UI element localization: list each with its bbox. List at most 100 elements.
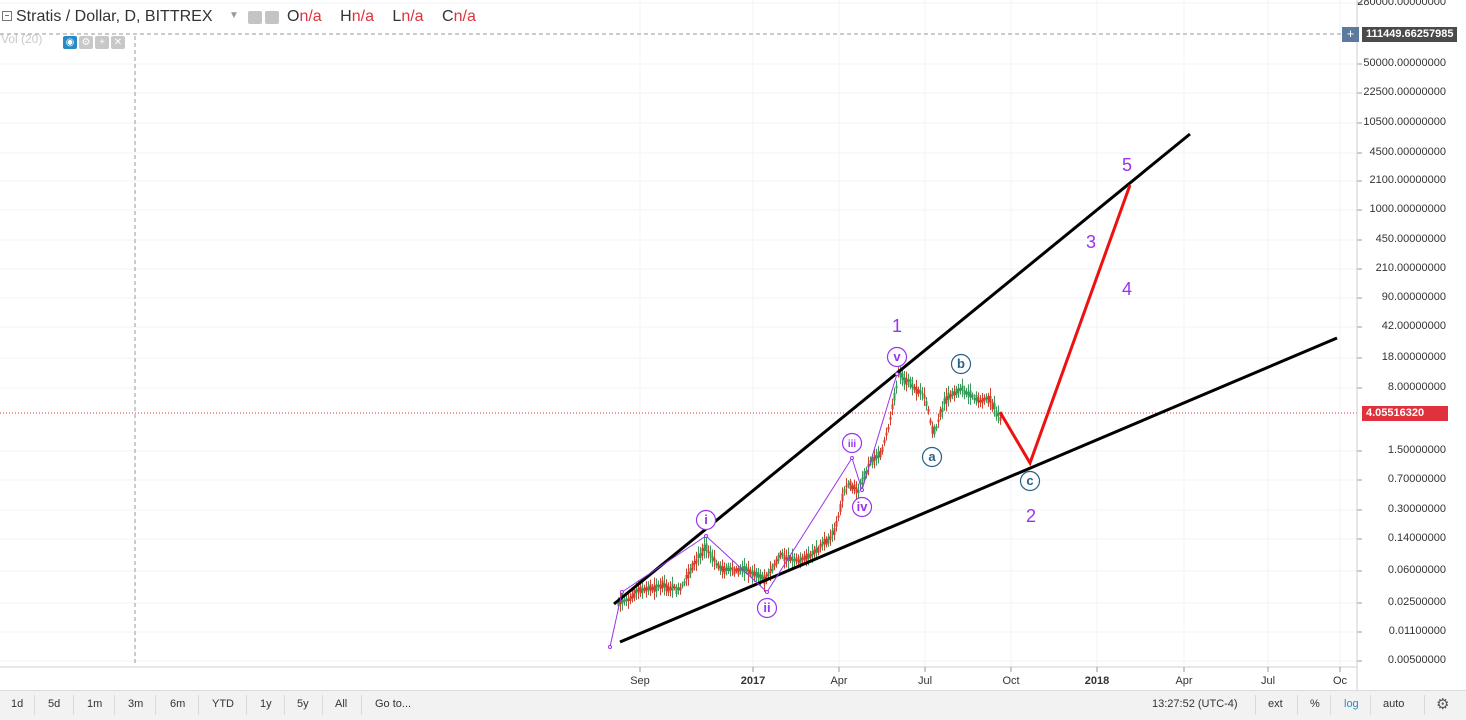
candle-body	[699, 553, 702, 559]
percent-toggle[interactable]: %	[1310, 698, 1320, 710]
candle-body	[789, 557, 792, 561]
add-icon[interactable]: +	[95, 36, 109, 49]
wave-number-3: 3	[1086, 232, 1096, 252]
candle-body	[683, 581, 686, 584]
range-5d-button[interactable]: 5d	[48, 698, 61, 710]
divider	[284, 695, 285, 715]
volume-icons[interactable]: ◉ ⚙ + ✕	[63, 32, 127, 50]
symbol-title[interactable]: Stratis / Dollar, D, BITTREX	[16, 8, 213, 25]
settings-icon[interactable]	[248, 11, 262, 24]
eye-icon[interactable]: ◉	[63, 36, 77, 49]
candle-body	[983, 397, 986, 402]
wave-label-circle	[886, 346, 908, 368]
price-axis-label: 0.06000000	[1387, 564, 1446, 576]
time-axis-ticks	[639, 667, 1341, 672]
candle-body	[777, 555, 780, 562]
candle-body	[891, 404, 894, 410]
wave-label-circle	[921, 446, 943, 468]
wave-number-5: 5	[1122, 155, 1132, 175]
candle-body	[961, 385, 964, 391]
range-3m-button[interactable]: 3m	[128, 698, 144, 710]
candle-body	[887, 426, 890, 430]
gear-icon[interactable]: ⚙	[1436, 696, 1450, 713]
gear-icon[interactable]	[265, 11, 279, 24]
candle-body	[839, 504, 842, 512]
clock-time[interactable]: 13:27:52 (UTC-4)	[1152, 698, 1238, 710]
add-alert-icon[interactable]: +	[1342, 27, 1359, 42]
candle-body	[873, 455, 876, 462]
candle-body	[989, 395, 992, 403]
auto-toggle[interactable]: auto	[1383, 698, 1405, 710]
candle-body	[617, 600, 620, 607]
wave-label-i: i	[704, 512, 708, 527]
wave-label-circle	[695, 509, 717, 531]
wave-label-v: v	[893, 349, 901, 364]
close-icon[interactable]: ✕	[111, 36, 125, 49]
candle-body	[911, 384, 914, 389]
candle-body	[715, 562, 718, 566]
candle-body	[717, 563, 720, 569]
price-axis-label: 210.00000000	[1375, 262, 1446, 274]
chevron-down-icon[interactable]: ▼	[229, 10, 239, 21]
ohlc-values: On/a Hn/a Ln/a Cn/a	[287, 8, 490, 26]
candle-body	[985, 396, 988, 400]
candle-body	[855, 487, 858, 493]
candle-body	[791, 556, 794, 561]
price-axis-label: 0.70000000	[1387, 473, 1446, 485]
divider	[1297, 695, 1298, 715]
candle-body	[875, 455, 878, 460]
candle-body	[857, 489, 860, 494]
range-5y-button[interactable]: 5y	[297, 698, 309, 710]
range-1d-button[interactable]: 1d	[11, 698, 24, 710]
divider	[361, 695, 362, 715]
candle-body	[651, 586, 654, 591]
collapse-icon[interactable]	[2, 11, 12, 21]
candle-body	[677, 587, 680, 590]
range-1m-button[interactable]: 1m	[87, 698, 103, 710]
candle-body	[685, 574, 688, 580]
range-all-button[interactable]: All	[335, 698, 348, 710]
candle-body	[965, 390, 968, 395]
range-6m-button[interactable]: 6m	[170, 698, 186, 710]
candle-body	[735, 567, 738, 572]
candle-body	[821, 541, 824, 546]
candle-body	[881, 447, 884, 452]
wave-label-circle	[950, 353, 972, 375]
candle-body	[995, 410, 998, 417]
candle-body	[993, 403, 996, 410]
upper-trendline	[613, 132, 1191, 606]
candle-body	[831, 530, 834, 536]
last-price-tag: 4.05516320	[1362, 406, 1448, 421]
candle-body	[799, 556, 802, 565]
range-ytd-button[interactable]: YTD	[212, 698, 234, 710]
candle-body	[895, 385, 898, 389]
ohlc-value-open: n/a	[299, 8, 322, 25]
candle-body	[783, 555, 786, 562]
candle-body	[835, 520, 838, 527]
goto-button[interactable]: Go to...	[375, 698, 412, 710]
candle-body	[847, 483, 850, 486]
candle-body	[635, 589, 638, 594]
wave-point	[895, 372, 899, 376]
volume-label[interactable]: Vol (20)	[1, 32, 43, 46]
time-axis-label: Oc	[1332, 675, 1348, 687]
candle-body	[813, 549, 816, 555]
series-settings-icons[interactable]	[248, 11, 282, 29]
candle-body	[795, 557, 798, 561]
candle-body	[725, 567, 728, 571]
candle-body	[759, 574, 762, 581]
candle-body	[705, 543, 708, 552]
candle-body	[695, 559, 698, 564]
ext-toggle[interactable]: ext	[1268, 698, 1283, 710]
wave-label-iii: iii	[848, 439, 857, 450]
candle-body	[973, 398, 976, 401]
log-toggle[interactable]: log	[1344, 698, 1359, 710]
candle-body	[711, 555, 714, 561]
settings-icon[interactable]: ⚙	[79, 36, 93, 49]
candle-body	[997, 412, 1000, 417]
range-1y-button[interactable]: 1y	[260, 698, 272, 710]
candle-body	[779, 552, 782, 558]
candle-body	[935, 426, 938, 429]
price-axis-label: 450.00000000	[1375, 233, 1446, 245]
